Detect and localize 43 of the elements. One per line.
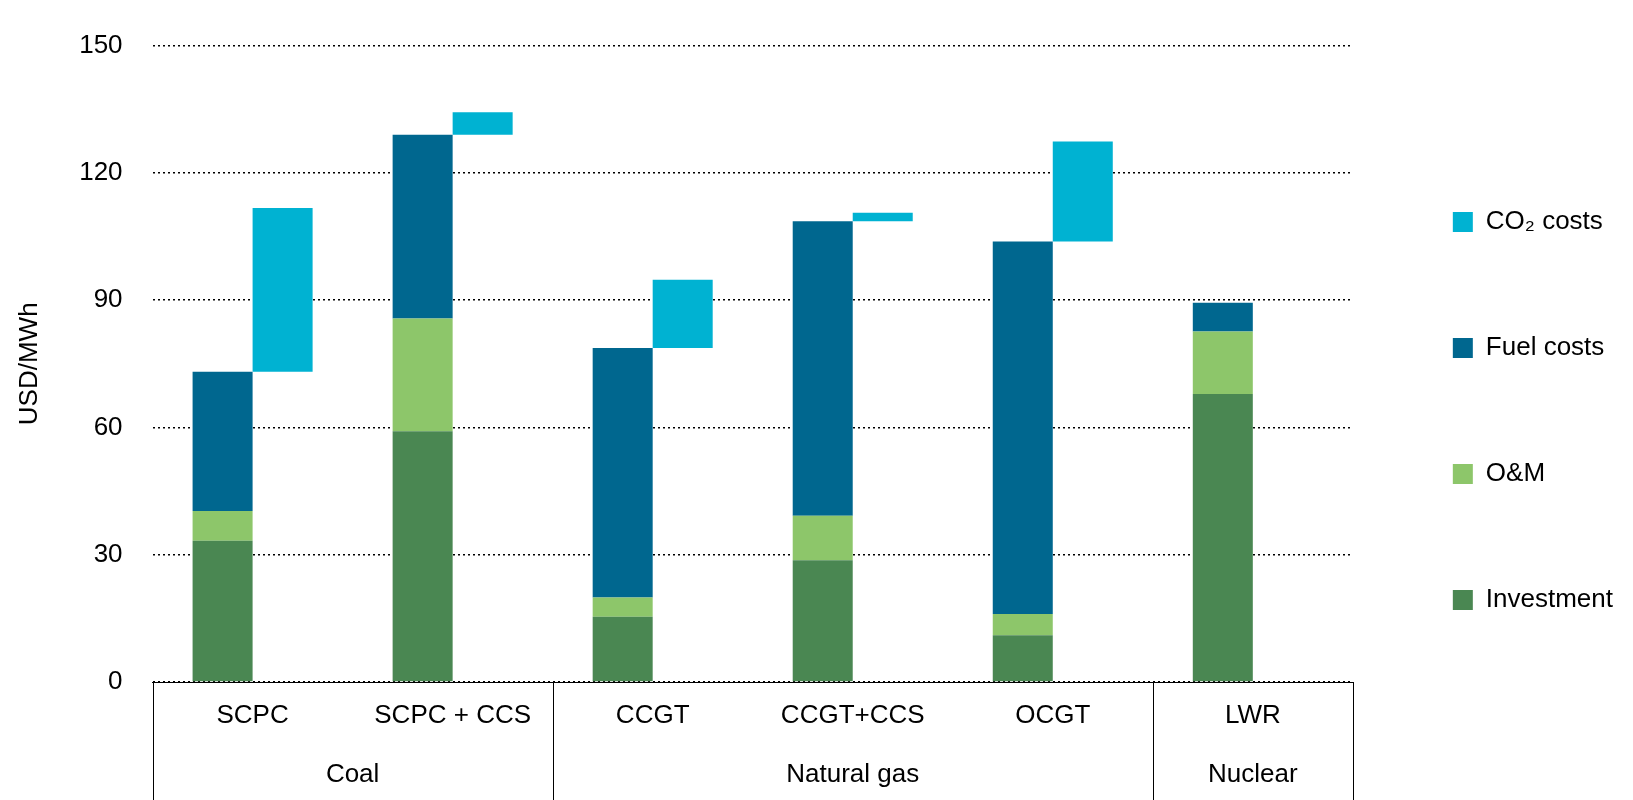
legend-label: Fuel costs <box>1485 331 1605 362</box>
text: Coal <box>325 758 380 789</box>
text: Nuclear <box>1208 758 1298 789</box>
y-tick-label: 120 <box>79 156 123 187</box>
legend-label: Investment <box>1485 583 1614 614</box>
bar <box>1052 141 1113 242</box>
bar <box>1192 302 1253 332</box>
bar <box>992 635 1053 682</box>
bar <box>852 212 913 222</box>
x-tick-label: OCGT <box>1015 698 1091 729</box>
legend-label: CO₂ costs <box>1485 205 1603 236</box>
x-tick-label: SCPC + CCS <box>374 698 532 729</box>
x-tick-label: LWR <box>1224 698 1281 729</box>
bar <box>652 279 713 349</box>
x-tick-label: CCGT+CCS <box>780 698 925 729</box>
y-tick-label: 150 <box>79 28 123 59</box>
y-axis-title: USD/MWh <box>12 302 43 426</box>
bar <box>192 371 253 512</box>
y-tick-label: 0 <box>108 665 123 696</box>
bar <box>192 540 253 682</box>
bar <box>392 318 453 432</box>
bar <box>992 241 1053 615</box>
bar <box>792 560 853 682</box>
bar <box>992 614 1053 636</box>
legend-label: O&M <box>1485 457 1546 488</box>
bar <box>592 348 653 598</box>
y-tick-label: 60 <box>93 410 123 441</box>
bar <box>1192 393 1253 682</box>
bar <box>792 221 853 516</box>
y-tick-label: 30 <box>93 537 123 568</box>
bar <box>192 511 253 541</box>
bar <box>452 112 513 135</box>
bar <box>392 431 453 682</box>
bar <box>592 616 653 682</box>
x-tick-label: CCGT <box>615 698 690 729</box>
y-tick-label: 90 <box>93 283 123 314</box>
bar <box>1192 331 1253 394</box>
text: Natural gas <box>786 758 920 789</box>
bar <box>392 134 453 319</box>
bar <box>252 208 313 372</box>
bar <box>792 515 853 561</box>
x-tick-label: SCPC <box>216 698 289 729</box>
bar <box>592 597 653 617</box>
